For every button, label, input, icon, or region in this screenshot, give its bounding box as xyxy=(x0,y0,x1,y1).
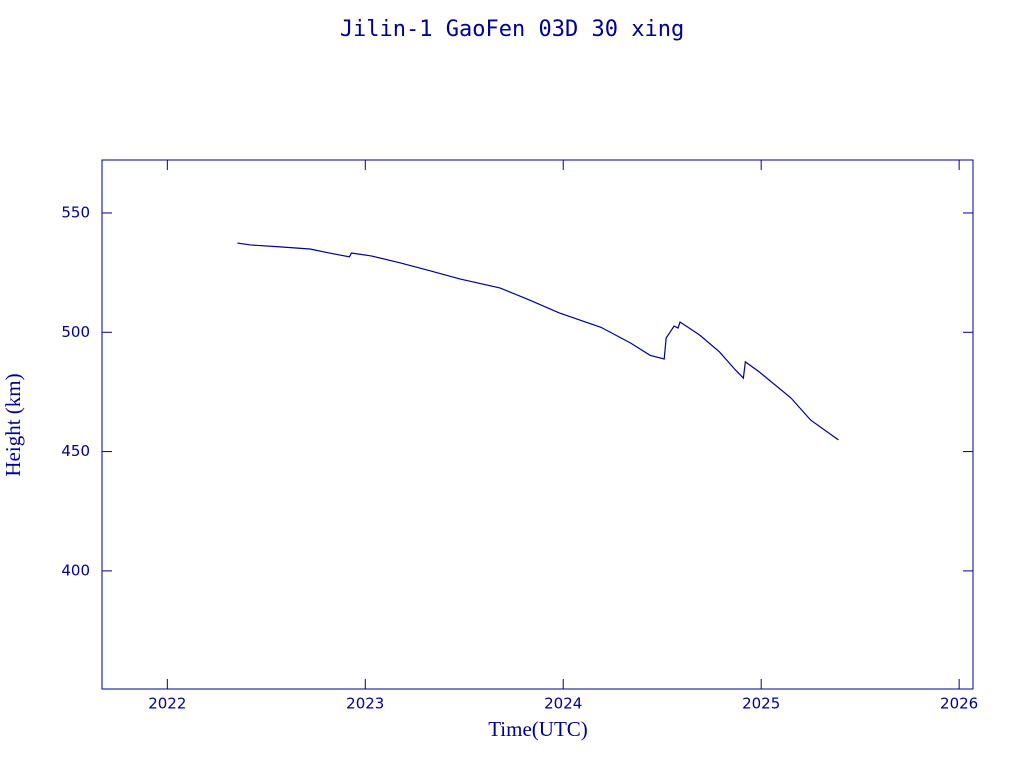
x-tick-label: 2025 xyxy=(742,695,780,713)
data-line xyxy=(237,242,839,441)
x-tick-label: 2023 xyxy=(346,695,384,713)
x-axis-label: Time(UTC) xyxy=(488,717,588,741)
y-axis-label: Height (km) xyxy=(1,373,25,476)
y-tick-label: 500 xyxy=(61,323,90,341)
x-tick-label: 2026 xyxy=(940,695,978,713)
x-tick-label: 2024 xyxy=(544,695,582,713)
y-tick-label: 450 xyxy=(61,442,90,460)
plot-frame xyxy=(101,159,974,690)
y-tick-label: 400 xyxy=(61,561,90,579)
chart-title: Jilin-1 GaoFen 03D 30 xing xyxy=(340,17,684,42)
x-tick-label: 2022 xyxy=(148,695,186,713)
y-tick-label: 550 xyxy=(61,203,90,221)
